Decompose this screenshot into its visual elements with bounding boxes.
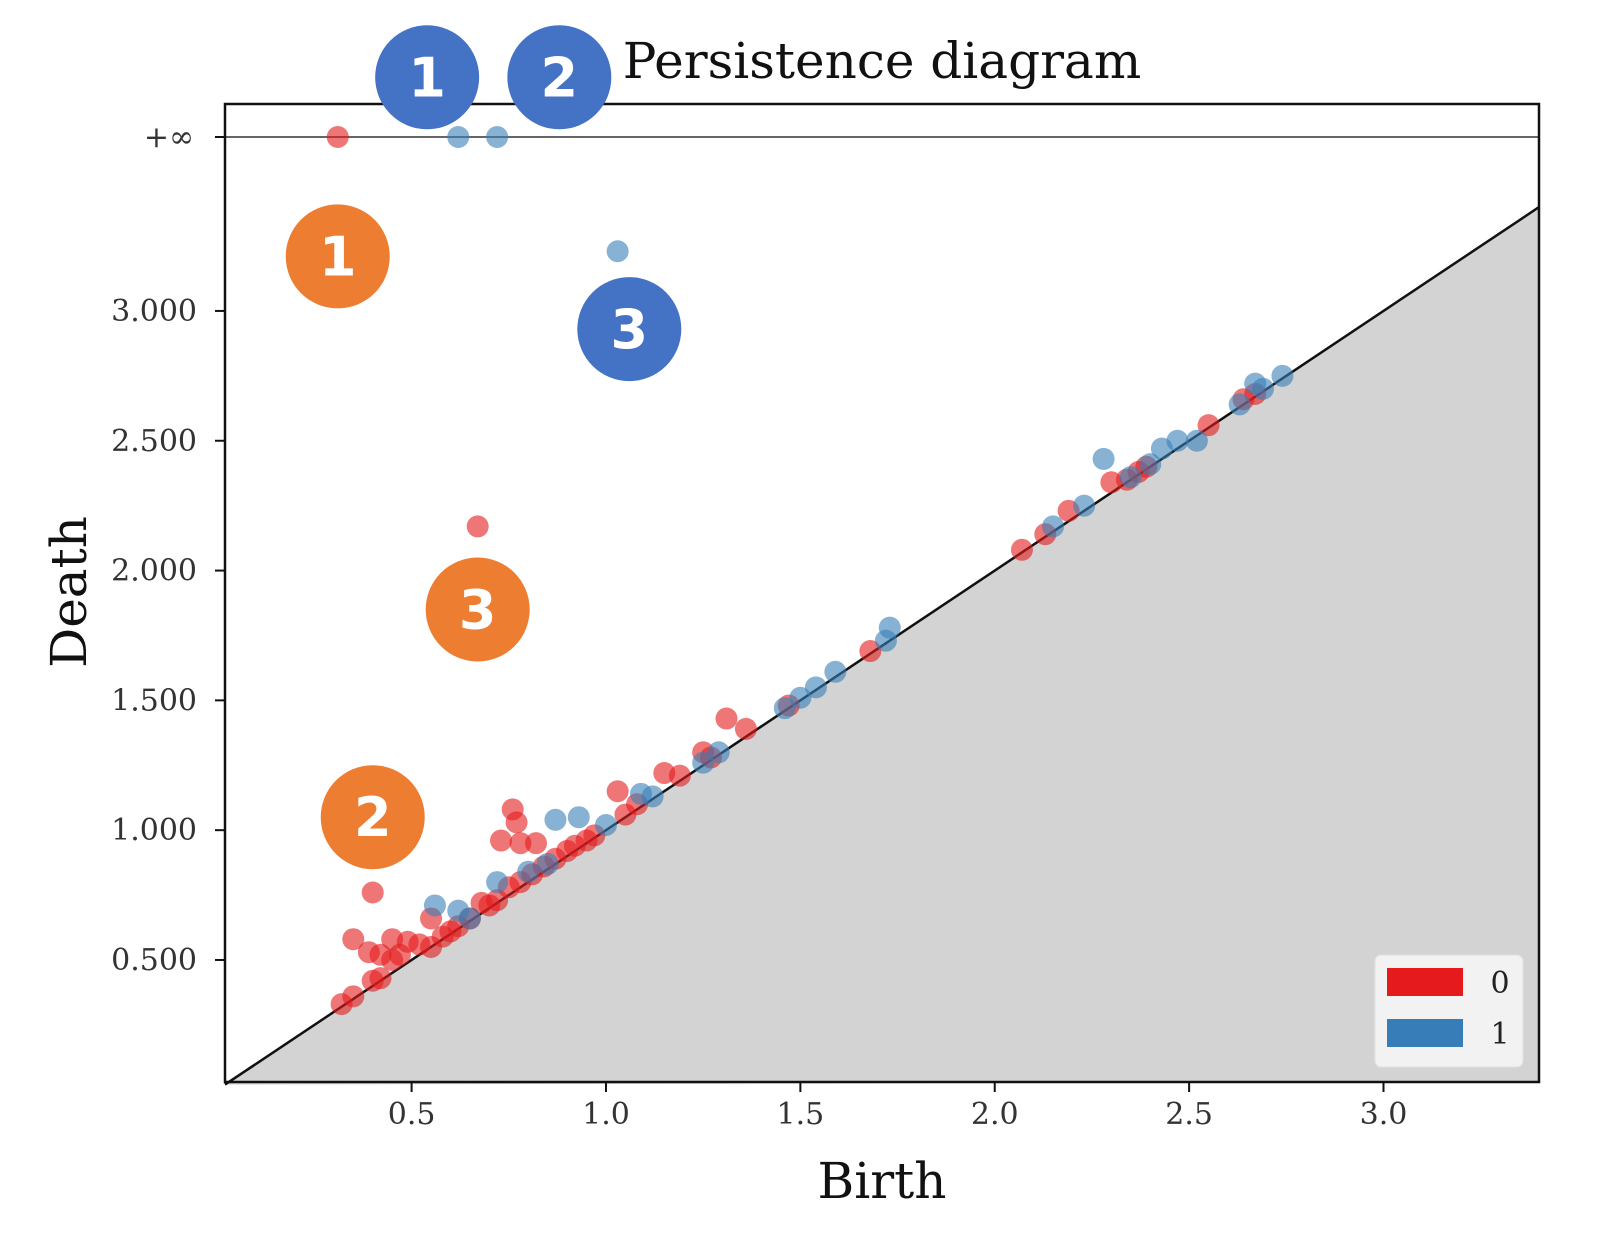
annotation-badge — [507, 25, 612, 130]
point-series-0 — [490, 829, 513, 852]
point-series-1 — [567, 806, 590, 829]
annotation-badge — [285, 204, 390, 309]
legend-label-1: 1 — [1490, 1017, 1509, 1052]
annotation-badge-label: 2 — [354, 786, 392, 849]
x-tick-label: 1.0 — [582, 1097, 630, 1132]
chart-title: Persistence diagram — [623, 32, 1142, 90]
infinity-tick-label: +∞ — [144, 120, 194, 155]
point-series-0 — [1197, 414, 1220, 437]
legend-swatch-1 — [1387, 1019, 1463, 1047]
annotation-badge-label: 1 — [319, 225, 357, 288]
legend-label-0: 0 — [1490, 966, 1509, 1001]
point-series-0 — [466, 515, 489, 538]
point-series-0 — [342, 985, 365, 1008]
point-series-0 — [715, 707, 738, 730]
point-series-0 — [361, 881, 384, 904]
point-series-0 — [1010, 538, 1033, 561]
point-series-1 — [1228, 393, 1251, 416]
x-tick-label: 2.0 — [971, 1097, 1019, 1132]
point-series-1 — [423, 894, 446, 917]
point-series-1 — [447, 126, 470, 148]
legend: 0 1 — [1374, 954, 1524, 1068]
x-tick-label: 1.5 — [777, 1097, 825, 1132]
data-points — [326, 126, 1294, 1016]
point-series-1 — [1166, 429, 1189, 452]
x-tick-label: 2.5 — [1165, 1097, 1213, 1132]
y-tick-label: 2.500 — [111, 424, 197, 459]
annotation-badge-label: 3 — [459, 579, 497, 642]
point-series-1 — [544, 808, 567, 831]
point-series-0 — [606, 780, 629, 803]
point-series-1 — [1042, 515, 1065, 538]
y-axis-ticks: 0.500 1.000 1.500 2.000 2.500 3.000 — [111, 294, 225, 978]
point-series-0 — [509, 832, 532, 855]
point-series-0 — [326, 126, 349, 148]
point-series-1 — [773, 697, 796, 720]
point-series-0 — [734, 717, 757, 740]
x-tick-label: 0.5 — [388, 1097, 436, 1132]
x-tick-label: 3.0 — [1360, 1097, 1408, 1132]
point-series-1 — [707, 741, 730, 764]
point-series-0 — [342, 928, 365, 951]
point-series-1 — [641, 785, 664, 808]
point-series-0 — [505, 811, 528, 834]
annotation-badge — [320, 765, 425, 870]
point-series-1 — [458, 907, 481, 930]
point-series-1 — [1185, 429, 1208, 452]
point-series-1 — [824, 660, 847, 683]
point-series-1 — [804, 676, 827, 699]
point-series-1 — [1092, 447, 1115, 470]
point-series-0 — [525, 832, 548, 855]
point-series-1 — [789, 686, 812, 709]
annotation-badge-label: 2 — [541, 46, 579, 109]
x-axis-ticks: 0.5 1.0 1.5 2.0 2.5 3.0 — [388, 1082, 1408, 1132]
point-series-1 — [536, 852, 559, 875]
point-series-1 — [1119, 466, 1142, 489]
point-series-1 — [692, 751, 715, 774]
y-tick-label: 0.500 — [111, 943, 197, 978]
point-series-1 — [594, 813, 617, 836]
x-axis-label: Birth — [818, 1152, 947, 1210]
y-tick-label: 1.000 — [111, 813, 197, 848]
point-series-0 — [369, 967, 392, 990]
point-series-1 — [1271, 364, 1294, 387]
y-tick-label: 3.000 — [111, 294, 197, 329]
point-series-0 — [668, 764, 691, 787]
point-series-1 — [874, 629, 897, 652]
y-axis-label: Death — [40, 516, 98, 668]
annotation-badge — [425, 557, 530, 662]
legend-swatch-0 — [1387, 968, 1463, 996]
point-series-0 — [859, 640, 882, 663]
point-series-0 — [388, 943, 411, 966]
annotation-badge-label: 1 — [408, 46, 446, 109]
y-tick-label: 1.500 — [111, 683, 197, 718]
annotation-badge — [375, 25, 480, 130]
point-series-1 — [1073, 494, 1096, 517]
axes-frame — [223, 102, 1541, 1084]
point-series-1 — [486, 871, 509, 894]
annotation-badge — [577, 277, 682, 382]
point-series-1 — [1251, 377, 1274, 400]
point-series-1 — [606, 240, 629, 263]
point-series-1 — [486, 126, 509, 148]
point-series-1 — [1139, 453, 1162, 476]
point-series-1 — [517, 860, 540, 883]
annotation-badge-label: 3 — [611, 298, 649, 361]
y-tick-label: 2.000 — [111, 554, 197, 589]
annotation-badges: 1 2 3 1 3 2 — [285, 25, 682, 870]
